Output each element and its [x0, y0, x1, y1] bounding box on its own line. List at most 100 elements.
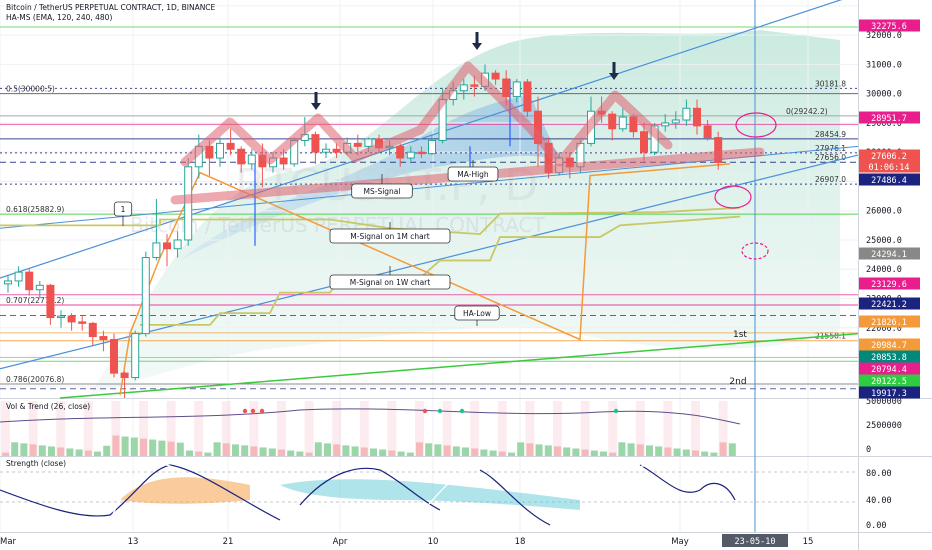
candle-body	[88, 322, 97, 338]
candle-body	[332, 148, 341, 153]
trend-bg-bar	[608, 401, 618, 456]
volume-bar	[57, 447, 65, 456]
signal-dot	[459, 408, 465, 414]
trend-bg-bar	[718, 401, 728, 456]
candle-body	[523, 81, 532, 112]
volume-trend-line	[0, 408, 741, 425]
volume-bar	[130, 437, 138, 456]
volume-bar	[84, 450, 92, 456]
candle-body	[428, 139, 436, 155]
candle-body	[35, 284, 44, 291]
peak-arrow-icon	[311, 103, 321, 110]
candle-body	[237, 148, 246, 165]
volume-bar	[710, 452, 718, 456]
price-tag	[859, 315, 920, 328]
strength-line-navy	[639, 464, 736, 501]
volume-bar	[434, 444, 442, 456]
price-level-label: 27656.0	[815, 153, 846, 162]
ema-cloud	[90, 30, 840, 395]
candle-body	[618, 116, 627, 130]
chart-header-symbol: Bitcoin / TetherUS PERPETUAL CONTRACT, 1…	[6, 3, 216, 12]
price-tag	[859, 149, 920, 162]
volume-tick-label: 0	[866, 445, 871, 455]
price-tag-label: 20853.8	[871, 353, 907, 363]
annotation-label: MA-High	[457, 170, 489, 179]
volume-bar	[296, 451, 304, 456]
price-tick-label: 26000.0	[866, 207, 902, 217]
candle-body	[608, 113, 617, 130]
candle-body	[279, 157, 288, 165]
candle-body	[406, 151, 415, 159]
candle-body	[322, 148, 330, 153]
trend-bg-bar	[415, 401, 424, 456]
price-tag-label: 28951.7	[871, 114, 907, 124]
trend-bg-bar	[83, 401, 93, 456]
price-tick-label: 32000.0	[866, 31, 902, 41]
candle-body	[131, 333, 140, 379]
trend-bg-bar	[635, 401, 645, 456]
volume-bar	[222, 443, 230, 456]
candle-body	[311, 134, 320, 153]
annotation-label: M-Signal on 1W chart	[350, 278, 430, 287]
volume-bar	[572, 448, 580, 456]
trend-bg-bar	[194, 401, 204, 456]
candle-body	[703, 125, 712, 139]
candle-body	[163, 242, 171, 250]
volume-bar	[287, 450, 295, 456]
candle-body	[714, 137, 723, 163]
price-level-label: 26907.0	[815, 175, 846, 184]
candle-body	[353, 142, 362, 147]
price-tag-label: 21826.1	[871, 318, 907, 328]
price-tag-label: 27606.2	[871, 152, 907, 162]
candle-body	[25, 271, 34, 291]
annotation-label: 1	[121, 205, 126, 214]
volume-bar	[600, 451, 607, 456]
time-tick-label: 13	[128, 537, 139, 547]
candle-body	[470, 84, 479, 87]
strength-line-navy	[299, 467, 441, 511]
volume-bar	[701, 451, 709, 456]
price-tag	[859, 277, 920, 290]
volume-bar	[406, 452, 414, 456]
volume-bar	[673, 448, 681, 456]
strength-line-white	[599, 465, 646, 511]
highlight-ellipse	[735, 112, 777, 138]
price-tag	[859, 19, 920, 32]
strength-tick-label: 80.00	[866, 469, 892, 479]
strength-line-white	[109, 463, 186, 521]
candle-body	[417, 151, 426, 155]
volume-bar	[370, 448, 377, 456]
volume-bar	[342, 445, 350, 456]
price-level-label: 30181.8	[815, 79, 846, 88]
price-tag-label: 24294.1	[871, 250, 907, 260]
trend-bg-bar	[304, 401, 314, 456]
volume-bar	[397, 451, 405, 456]
price-tick-label: 31000.0	[866, 60, 902, 70]
volume-bar	[563, 447, 571, 456]
volume-bar	[213, 442, 221, 456]
volume-bar	[471, 448, 479, 456]
trend-bg-bar	[497, 401, 507, 456]
time-tick-label: Apr	[333, 537, 348, 547]
right-axis[interactable]	[858, 0, 932, 550]
strength-tick-label: 40.00	[866, 496, 892, 506]
candle-body	[640, 131, 648, 153]
volume-tick-label: 5000000	[866, 397, 902, 407]
volume-pane-title: Vol & Trend (26, close)	[6, 402, 90, 411]
volume-bar	[452, 446, 460, 456]
volume-bar	[554, 446, 561, 456]
time-axis[interactable]	[0, 532, 858, 550]
trend-bg-bar	[28, 401, 38, 456]
volume-bar	[489, 450, 497, 456]
price-tag	[859, 374, 920, 387]
price-tag-label: 23129.6	[871, 280, 907, 290]
volume-bar	[379, 449, 387, 456]
time-tick-label: Mar	[0, 537, 17, 547]
chart-header-indicator: HA-MS (EMA, 120, 240, 480)	[6, 13, 112, 22]
volume-bar	[232, 444, 239, 456]
strength-lines	[0, 463, 858, 526]
price-tick-label: 25000.0	[866, 236, 902, 246]
volume-bar	[360, 447, 368, 456]
candle-body	[173, 239, 182, 250]
candle-body	[459, 84, 468, 92]
